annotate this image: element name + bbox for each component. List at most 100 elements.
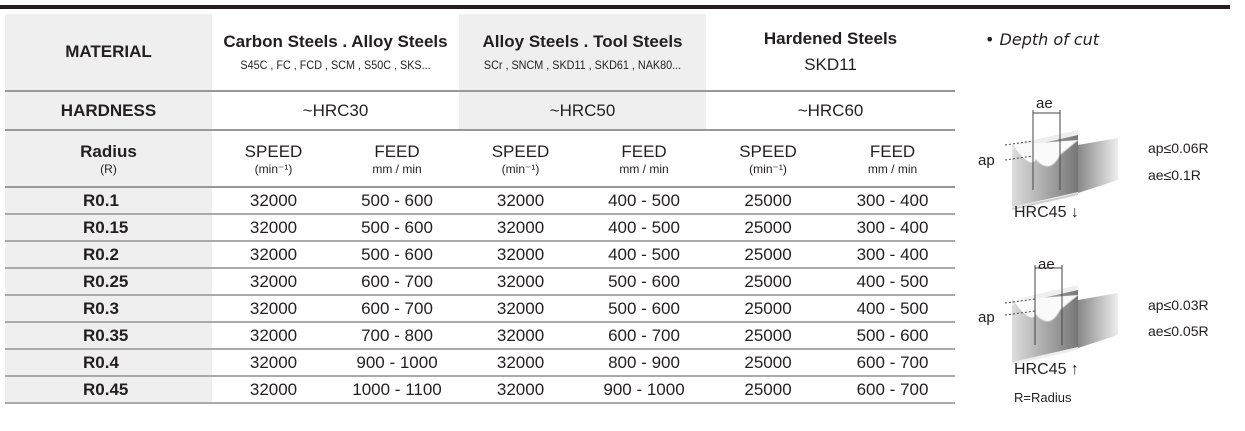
feed-cell: 500 - 600 [335,241,460,269]
feed-cell: 600 - 700 [582,322,707,350]
material-row: MATERIAL Carbon Steels . Alloy Steels S45… [5,14,956,92]
unit-row: Radius (R) SPEED (min⁻¹) FEED mm / min SPEED(… [5,130,956,188]
table-row: R0.3 32000 600 - 700 32000 500 - 600 25000 400… [5,295,956,323]
table-row: R0.35 32000 700 - 800 32000 600 - 700 25000 50… [5,322,956,350]
hardness-label: HARDNESS [5,91,212,131]
feed-cell: 300 - 400 [830,187,956,215]
feed-cell: 600 - 700 [830,349,956,377]
speed-cell: 25000 [706,241,831,269]
speed-cell: 25000 [706,349,831,377]
speed-cell: 25000 [706,322,831,350]
feed-cell: 300 - 400 [830,214,956,242]
ae-label: ae [1038,256,1055,273]
feed-header: FEED mm / min [830,130,956,188]
speed-header: SPEED (min⁻¹) [706,130,831,188]
speed-cell: 32000 [212,214,335,242]
table-row: R0.4 32000 900 - 1000 32000 800 - 900 25000 60… [5,349,956,377]
speed-cell: 32000 [459,268,583,296]
hardness-row: HARDNESS ~HRC30 ~HRC50 ~HRC60 [5,91,956,131]
feed-cell: 400 - 500 [582,241,707,269]
table-row: R0.15 32000 500 - 600 32000 400 - 500 25000 30… [5,214,956,242]
radius-cell: R0.45 [5,376,212,404]
feed-cell: 800 - 900 [582,349,707,377]
speed-cell: 32000 [459,349,583,377]
hardness-value: ~HRC60 [706,91,956,131]
feed-cell: 500 - 600 [582,268,707,296]
feed-cell: 400 - 500 [582,214,707,242]
ap-label: ap [978,309,995,326]
feed-cell: 700 - 800 [335,322,460,350]
workpiece-block-icon [1004,110,1118,210]
speed-cell: 25000 [706,187,831,215]
ae-limit-1: ae≤0.1R [1148,167,1201,183]
table-row: R0.25 32000 600 - 700 32000 500 - 600 25000 40… [5,268,956,296]
feed-cell: 600 - 700 [335,268,460,296]
speed-cell: 25000 [706,376,831,404]
speed-cell: 32000 [212,268,335,296]
speed-cell: 32000 [459,187,583,215]
speed-cell: 25000 [706,268,831,296]
radius-cell: R0.3 [5,295,212,323]
table-row: R0.1 32000 500 - 600 32000 400 - 500 25000 300… [5,187,956,215]
speed-cell: 25000 [706,295,831,323]
feed-cell: 600 - 700 [335,295,460,323]
ap-limit-1: ap≤0.06R [1148,140,1209,156]
feed-cell: 500 - 600 [335,187,460,215]
speed-cell: 32000 [459,241,583,269]
feed-cell: 500 - 600 [830,322,956,350]
feed-header: FEED mm / min [582,130,707,188]
speed-cell: 32000 [212,241,335,269]
speed-cell: 32000 [212,187,335,215]
material-hardened: Hardened Steels SKD11 [706,14,956,92]
feed-cell: 400 - 500 [830,295,956,323]
material-label: MATERIAL [5,14,212,92]
speed-cell: 32000 [212,376,335,404]
feed-cell: 500 - 600 [335,214,460,242]
hardness-value: ~HRC30 [212,91,460,131]
radius-cell: R0.35 [5,322,212,350]
speed-cell: 32000 [459,376,583,404]
speed-header: SPEED (min⁻¹) [459,130,583,188]
speed-cell: 32000 [459,322,583,350]
depth-of-cut-panel: • Depth of cut ae ap ap≤0.06R ae≤0.1R HR… [960,0,1245,431]
material-alloy: Alloy Steels . Tool Steels SCr , SNCM , S… [459,14,707,92]
radius-cell: R0.2 [5,241,212,269]
feed-cell: 400 - 500 [582,187,707,215]
ap-limit-2: ap≤0.03R [1148,297,1209,313]
material-carbon: Carbon Steels . Alloy Steels S45C , FC , … [212,14,460,92]
speed-cell: 32000 [212,322,335,350]
radius-label: Radius (R) [5,130,212,188]
feed-cell: 600 - 700 [830,376,956,404]
feed-cell: 900 - 1000 [335,349,460,377]
cutting-conditions-table: MATERIAL Carbon Steels . Alloy Steels S45… [5,14,956,404]
ap-label: ap [978,152,995,169]
speed-cell: 32000 [459,295,583,323]
feed-cell: 400 - 500 [830,268,956,296]
radius-cell: R0.15 [5,214,212,242]
speed-cell: 32000 [212,295,335,323]
feed-cell: 900 - 1000 [582,376,707,404]
hrc-condition-1: HRC45 ↓ [1014,204,1079,221]
radius-note: R=Radius [1014,390,1072,405]
speed-cell: 32000 [459,214,583,242]
feed-cell: 500 - 600 [582,295,707,323]
speed-cell: 32000 [212,349,335,377]
table-row: R0.45 32000 1000 - 1100 32000 900 - 1000 2500… [5,376,956,404]
top-rule [0,5,1230,9]
depth-title: • Depth of cut [985,30,1100,49]
depth-diagram: ae ap ap≤0.06R ae≤0.1R HRC45 ↓ ae ap ap≤… [978,95,1209,405]
hardness-value: ~HRC50 [459,91,707,131]
feed-header: FEED mm / min [335,130,460,188]
speed-cell: 25000 [706,214,831,242]
ae-limit-2: ae≤0.05R [1148,323,1209,339]
feed-cell: 1000 - 1100 [335,376,460,404]
radius-cell: R0.4 [5,349,212,377]
speed-header: SPEED (min⁻¹) [212,130,335,188]
radius-cell: R0.25 [5,268,212,296]
table-row: R0.2 32000 500 - 600 32000 400 - 500 25000 300… [5,241,956,269]
ae-label: ae [1036,95,1053,112]
workpiece-block-icon [1004,265,1118,365]
radius-cell: R0.1 [5,187,212,215]
feed-cell: 300 - 400 [830,241,956,269]
hrc-condition-2: HRC45 ↑ [1014,361,1079,378]
